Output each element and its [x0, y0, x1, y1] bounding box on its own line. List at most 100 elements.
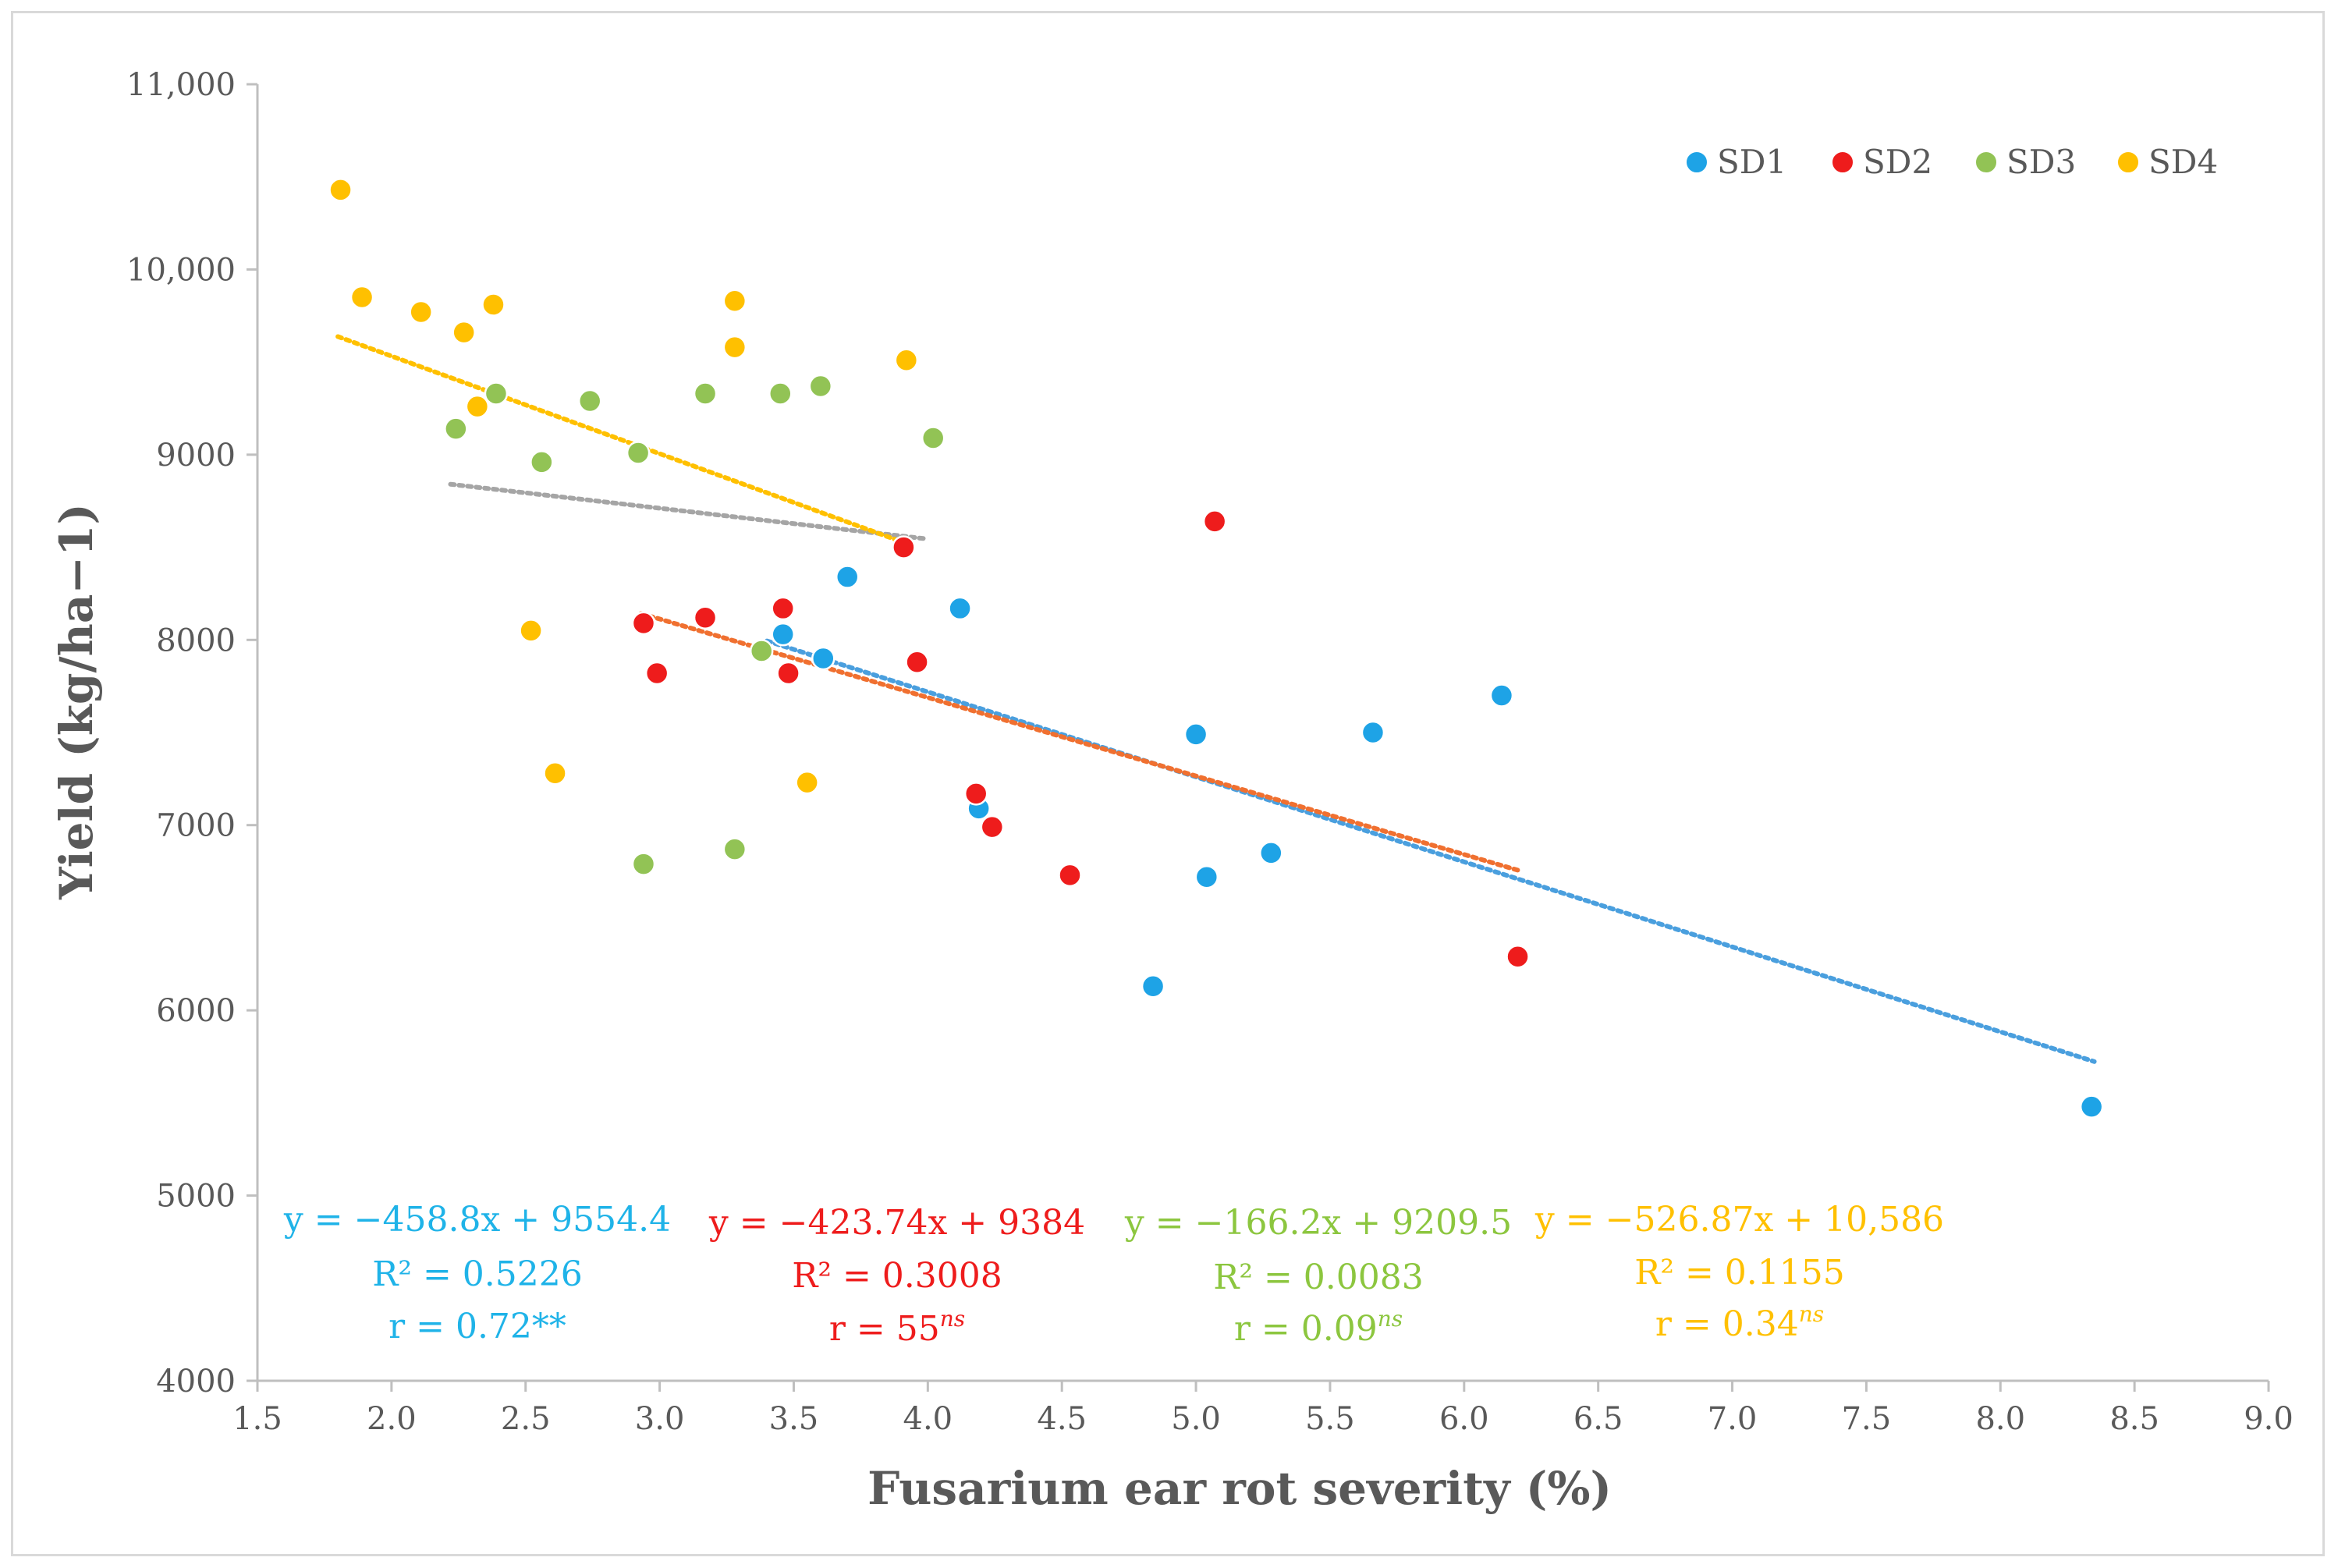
- equation-sd1: y = −458.8x + 9554.4: [283, 1200, 671, 1240]
- legend: SD1 SD2 SD3 SD4: [1685, 143, 2218, 181]
- x-tick-label: 6.0: [1439, 1401, 1489, 1437]
- y-tick-label: 11,000: [126, 67, 236, 103]
- x-tick-label: 9.0: [2244, 1401, 2294, 1437]
- point-sd4: [349, 285, 374, 310]
- legend-label-sd3: SD3: [2006, 143, 2076, 181]
- x-tick-label: 3.0: [635, 1401, 685, 1437]
- point-sd3: [577, 388, 602, 413]
- significance-superscript: ns: [1799, 1301, 1824, 1327]
- point-sd4: [795, 770, 819, 795]
- legend-label-sd1: SD1: [1717, 143, 1786, 181]
- point-sd4: [722, 289, 747, 314]
- r2-sd4: R² = 0.1155: [1634, 1253, 1845, 1293]
- point-sd4: [722, 335, 747, 360]
- point-sd2: [1202, 509, 1227, 534]
- y-tick-label: 7000: [156, 808, 236, 844]
- point-sd1: [1141, 974, 1165, 999]
- point-sd2: [905, 650, 929, 675]
- x-tick-label: 4.0: [903, 1401, 953, 1437]
- r2-sd1: R² = 0.5226: [372, 1254, 583, 1294]
- point-sd2: [892, 535, 916, 559]
- point-sd4: [519, 619, 543, 643]
- x-tick-label: 1.5: [232, 1401, 282, 1437]
- x-tick-label: 7.5: [1842, 1401, 1892, 1437]
- point-sd1: [811, 646, 836, 671]
- legend-label-sd4: SD4: [2148, 143, 2218, 181]
- r-value-sd4: r = 0.34ns: [1655, 1301, 1824, 1344]
- r2-sd2: R² = 0.3008: [792, 1256, 1002, 1296]
- r-value-sd1: r = 0.72**: [388, 1307, 566, 1346]
- point-sd3: [722, 837, 747, 861]
- point-sd2: [980, 814, 1005, 839]
- point-sd1: [835, 565, 860, 589]
- point-sd1: [1183, 722, 1208, 747]
- point-sd3: [808, 374, 833, 399]
- point-sd1: [1361, 720, 1385, 745]
- trend-lines: [335, 334, 2097, 1064]
- point-sd3: [693, 381, 718, 406]
- x-tick-label: 3.5: [769, 1401, 819, 1437]
- point-sd4: [409, 300, 433, 325]
- trend-line-sd1: [765, 638, 2097, 1064]
- x-tick-label: 6.5: [1573, 1401, 1623, 1437]
- point-sd1: [771, 622, 795, 647]
- point-sd3: [530, 450, 554, 474]
- y-tick-label: 10,000: [126, 252, 236, 288]
- legend-marker-sd2: [1831, 151, 1854, 174]
- trend-line-sd2: [638, 611, 1520, 873]
- r-value-text: r = 0.34: [1655, 1304, 1799, 1344]
- r-value-text: r = 55: [829, 1309, 940, 1349]
- r-value-text: r = 0.09: [1234, 1309, 1378, 1349]
- point-sd2: [776, 661, 800, 686]
- x-tick-label: 8.0: [1975, 1401, 2025, 1437]
- axes: 4000 5000 6000 7000 8000 9000 10,000 11,000 1.5 2…: [126, 67, 2294, 1437]
- y-tick-label: 9000: [156, 438, 236, 474]
- y-tick-label: 4000: [156, 1364, 236, 1399]
- y-tick-label: 5000: [156, 1179, 236, 1215]
- x-tick-label: 2.5: [501, 1401, 551, 1437]
- chart-frame: [11, 11, 2325, 1556]
- x-axis-title: Fusarium ear rot severity (%): [867, 1462, 1612, 1515]
- point-sd3: [749, 639, 774, 663]
- legend-label-sd2: SD2: [1863, 143, 1932, 181]
- point-sd2: [771, 596, 795, 621]
- point-sd2: [1506, 945, 1530, 969]
- legend-marker-sd1: [1685, 151, 1708, 174]
- point-sd1: [1194, 864, 1219, 889]
- point-sd2: [644, 661, 669, 686]
- point-sd1: [1489, 683, 1514, 708]
- point-sd4: [894, 348, 919, 373]
- legend-marker-sd3: [1974, 151, 1998, 174]
- r-value-sd2: r = 55ns: [829, 1306, 965, 1349]
- point-sd4: [328, 178, 353, 202]
- point-sd1: [2079, 1094, 2104, 1119]
- point-sd1: [1259, 841, 1283, 865]
- point-sd3: [626, 441, 651, 465]
- point-sd2: [693, 605, 718, 630]
- point-sd4: [543, 761, 567, 786]
- point-sd2: [1058, 863, 1082, 888]
- x-tick-label: 5.0: [1171, 1401, 1221, 1437]
- trend-line-sd4: [335, 334, 903, 545]
- x-tick-label: 5.5: [1305, 1401, 1355, 1437]
- r-value-sd3: r = 0.09ns: [1234, 1306, 1403, 1349]
- point-sd4: [452, 320, 476, 345]
- regression-annotations: y = −458.8x + 9554.4 R² = 0.5226 r = 0.72*…: [283, 1200, 1944, 1349]
- x-tick-label: 8.5: [2109, 1401, 2159, 1437]
- point-sd3: [768, 381, 793, 406]
- r-value-text: r = 0.72**: [388, 1307, 566, 1346]
- y-tick-label: 6000: [156, 993, 236, 1029]
- point-sd2: [631, 611, 656, 636]
- equation-sd3: y = −166.2x + 9209.5: [1124, 1203, 1512, 1243]
- legend-marker-sd4: [2116, 151, 2140, 174]
- data-points: [328, 178, 2104, 1119]
- point-sd3: [921, 426, 945, 450]
- y-tick-label: 8000: [156, 623, 236, 658]
- significance-superscript: ns: [940, 1306, 965, 1332]
- point-sd3: [631, 852, 656, 876]
- point-sd1: [948, 596, 972, 621]
- y-axis-title: Yield (kg/ha−1): [50, 503, 103, 900]
- equation-sd2: y = −423.74x + 9384: [708, 1203, 1085, 1243]
- equation-sd4: y = −526.87x + 10,586: [1534, 1200, 1944, 1240]
